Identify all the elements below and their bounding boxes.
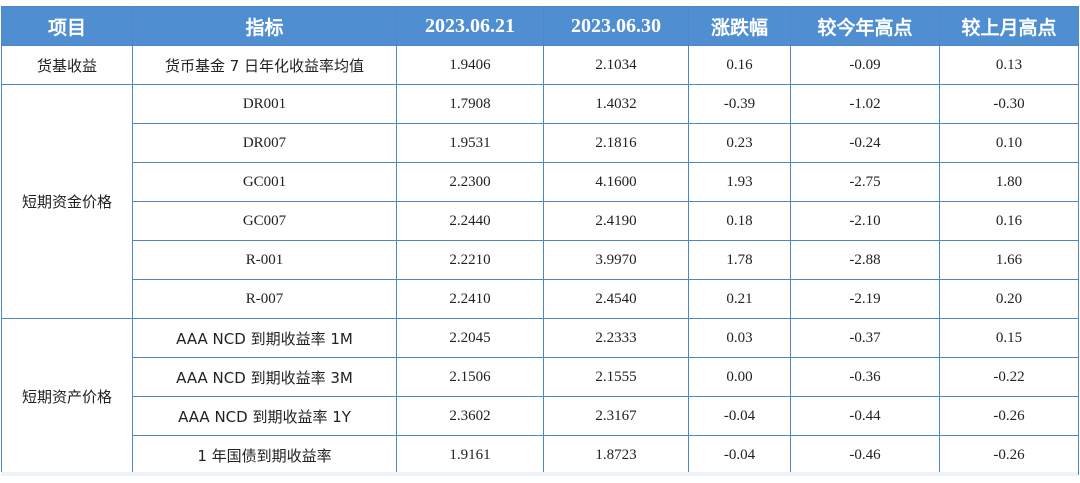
indicator-cell: R-001 (132, 240, 397, 280)
indicator-cell: 货币基金 7 日年化收益率均值 (132, 45, 397, 85)
value-date-2-cell: 2.3167 (543, 396, 689, 436)
header-date-2: 2023.06.30 (543, 6, 689, 46)
vs-year-high-cell: -2.19 (790, 279, 940, 319)
indicator-cell: DR001 (132, 84, 397, 124)
change-cell: 0.00 (688, 357, 791, 397)
header-vs-month-high: 较上月高点 (939, 6, 1079, 46)
change-cell: 1.78 (688, 240, 791, 280)
vs-year-high-cell: -2.88 (790, 240, 940, 280)
vs-year-high-cell: -0.09 (790, 45, 940, 85)
value-date-2-cell: 2.4190 (543, 201, 689, 241)
indicator-cell: AAA NCD 到期收益率 1M (132, 318, 397, 358)
table-row: GC001 2.2300 4.1600 1.93 -2.75 1.80 (2, 162, 1079, 202)
header-vs-year-high: 较今年高点 (790, 6, 940, 46)
table-row: DR007 1.9531 2.1816 0.23 -0.24 0.10 (2, 123, 1079, 163)
vs-month-high-cell: 1.80 (939, 162, 1079, 202)
header-change: 涨跌幅 (688, 6, 791, 46)
value-date-2-cell: 2.4540 (543, 279, 689, 319)
change-cell: 0.16 (688, 45, 791, 85)
vs-year-high-cell: -2.75 (790, 162, 940, 202)
category-cell: 短期资产价格 (1, 318, 133, 475)
vs-month-high-cell: -0.26 (939, 396, 1079, 436)
change-cell: 0.18 (688, 201, 791, 241)
vs-year-high-cell: -2.10 (790, 201, 940, 241)
value-date-2-cell: 2.1034 (543, 45, 689, 85)
header-item: 项目 (1, 6, 133, 46)
vs-month-high-cell: 0.20 (939, 279, 1079, 319)
vs-month-high-cell: -0.30 (939, 84, 1079, 124)
rates-table: 项目 指标 2023.06.21 2023.06.30 涨跌幅 较今年高点 较上… (1, 6, 1079, 475)
indicator-cell: AAA NCD 到期收益率 1Y (132, 396, 397, 436)
change-cell: 0.23 (688, 123, 791, 163)
value-date-1-cell: 2.2300 (396, 162, 544, 202)
value-date-1-cell: 2.1506 (396, 357, 544, 397)
vs-year-high-cell: -1.02 (790, 84, 940, 124)
vs-month-high-cell: 0.10 (939, 123, 1079, 163)
value-date-1-cell: 2.2045 (396, 318, 544, 358)
value-date-2-cell: 4.1600 (543, 162, 689, 202)
header-date-1: 2023.06.21 (396, 6, 544, 46)
indicator-cell: 1 年国债到期收益率 (132, 435, 397, 475)
value-date-1-cell: 2.2440 (396, 201, 544, 241)
value-date-1-cell: 2.3602 (396, 396, 544, 436)
table-row: GC007 2.2440 2.4190 0.18 -2.10 0.16 (2, 201, 1079, 241)
vs-month-high-cell: -0.26 (939, 435, 1079, 475)
vs-year-high-cell: -0.46 (790, 435, 940, 475)
table-row: 货基收益 货币基金 7 日年化收益率均值 1.9406 2.1034 0.16 -0.09… (1, 45, 1079, 85)
table-row: AAA NCD 到期收益率 3M 2.1506 2.1555 0.00 -0.36 -0.… (2, 357, 1079, 397)
bottom-shadow (1, 472, 1078, 476)
value-date-2-cell: 3.9970 (543, 240, 689, 280)
vs-year-high-cell: -0.24 (790, 123, 940, 163)
value-date-2-cell: 2.1816 (543, 123, 689, 163)
value-date-1-cell: 2.2410 (396, 279, 544, 319)
header-indicator: 指标 (132, 6, 397, 46)
value-date-1-cell: 1.9161 (396, 435, 544, 475)
vs-month-high-cell: 0.13 (939, 45, 1079, 85)
vs-year-high-cell: -0.37 (790, 318, 940, 358)
table-row: AAA NCD 到期收益率 1Y 2.3602 2.3167 -0.04 -0.44 -0… (2, 396, 1079, 436)
indicator-cell: AAA NCD 到期收益率 3M (132, 357, 397, 397)
vs-month-high-cell: 1.66 (939, 240, 1079, 280)
indicator-cell: R-007 (132, 279, 397, 319)
vs-month-high-cell: -0.22 (939, 357, 1079, 397)
vs-year-high-cell: -0.36 (790, 357, 940, 397)
indicator-cell: DR007 (132, 123, 397, 163)
table-row: R-007 2.2410 2.4540 0.21 -2.19 0.20 (2, 279, 1079, 319)
vs-year-high-cell: -0.44 (790, 396, 940, 436)
value-date-1-cell: 1.7908 (396, 84, 544, 124)
change-cell: -0.04 (688, 435, 791, 475)
value-date-1-cell: 2.2210 (396, 240, 544, 280)
change-cell: 1.93 (688, 162, 791, 202)
table-row: 1 年国债到期收益率 1.9161 1.8723 -0.04 -0.46 -0.26 (2, 435, 1079, 475)
change-cell: 0.21 (688, 279, 791, 319)
data-table-container: 项目 指标 2023.06.21 2023.06.30 涨跌幅 较今年高点 较上… (1, 6, 1079, 475)
vs-month-high-cell: 0.16 (939, 201, 1079, 241)
value-date-2-cell: 1.8723 (543, 435, 689, 475)
value-date-2-cell: 2.1555 (543, 357, 689, 397)
category-cell: 货基收益 (1, 45, 133, 85)
value-date-2-cell: 2.2333 (543, 318, 689, 358)
value-date-1-cell: 1.9406 (396, 45, 544, 85)
indicator-cell: GC007 (132, 201, 397, 241)
header-row: 项目 指标 2023.06.21 2023.06.30 涨跌幅 较今年高点 较上… (1, 6, 1079, 46)
table-row: 短期资金价格 DR001 1.7908 1.4032 -0.39 -1.02 -0.30 (1, 84, 1079, 319)
change-cell: -0.39 (688, 84, 791, 124)
value-date-1-cell: 1.9531 (396, 123, 544, 163)
vs-month-high-cell: 0.15 (939, 318, 1079, 358)
table-row: 短期资产价格 AAA NCD 到期收益率 1M 2.2045 2.2333 0.03 -0… (1, 318, 1079, 475)
change-cell: 0.03 (688, 318, 791, 358)
value-date-2-cell: 1.4032 (543, 84, 689, 124)
change-cell: -0.04 (688, 396, 791, 436)
indicator-cell: GC001 (132, 162, 397, 202)
table-row: R-001 2.2210 3.9970 1.78 -2.88 1.66 (2, 240, 1079, 280)
category-cell: 短期资金价格 (1, 84, 133, 319)
